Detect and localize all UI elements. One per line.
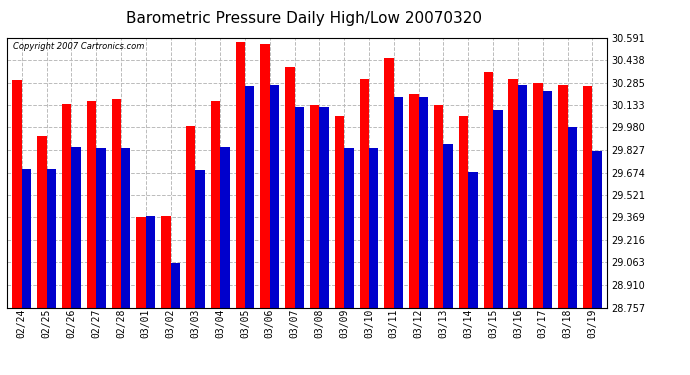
Bar [310,105,319,308]
Bar [509,79,518,308]
Bar [170,263,180,308]
Text: Copyright 2007 Cartronics.com: Copyright 2007 Cartronics.com [13,42,144,51]
Bar [543,91,552,308]
Bar [567,128,577,308]
Bar [434,105,444,308]
Bar [260,44,270,308]
Bar [62,104,71,308]
Bar [220,147,230,308]
Bar [583,86,592,308]
Bar [592,151,602,308]
Bar [469,172,477,308]
Bar [235,42,245,308]
Bar [285,67,295,308]
Bar [459,116,469,308]
Bar [245,86,255,308]
Bar [87,101,96,308]
Bar [533,83,543,308]
Bar [71,147,81,308]
Bar [195,170,205,308]
Bar [384,58,394,308]
Bar [369,148,379,308]
Bar [186,126,195,308]
Bar [493,110,502,308]
Bar [161,216,170,308]
Bar [444,144,453,308]
Bar [319,107,329,307]
Bar [518,85,527,308]
Bar [137,217,146,308]
Bar [121,148,130,308]
Bar [146,216,155,308]
Bar [359,79,369,308]
Bar [295,107,304,307]
Bar [270,85,279,308]
Bar [112,99,121,308]
Bar [335,116,344,308]
Text: Barometric Pressure Daily High/Low 20070320: Barometric Pressure Daily High/Low 20070… [126,11,482,26]
Bar [96,148,106,308]
Bar [484,72,493,308]
Bar [344,148,354,308]
Bar [47,169,56,308]
Bar [37,136,47,308]
Bar [211,101,220,308]
Bar [409,94,419,308]
Bar [22,169,31,308]
Bar [419,96,428,308]
Bar [394,96,403,308]
Bar [558,85,567,308]
Bar [12,80,22,308]
